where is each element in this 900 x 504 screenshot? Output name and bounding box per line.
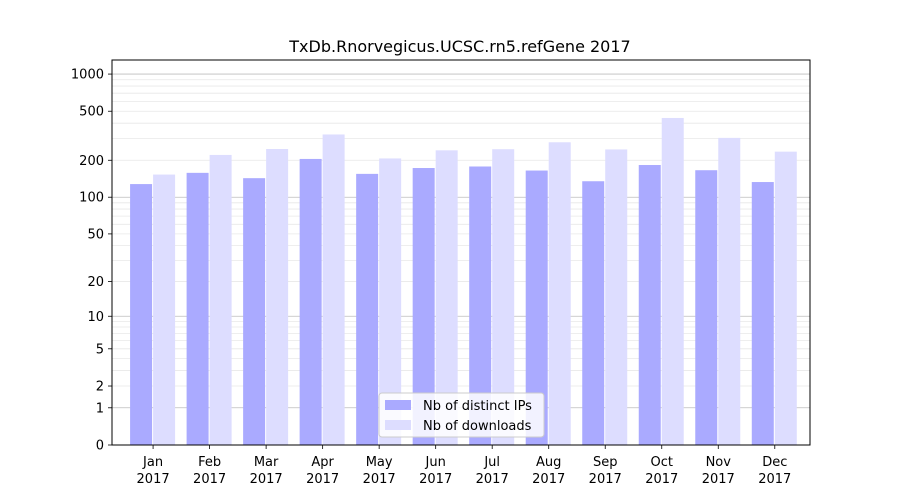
bar-distinct-ips bbox=[695, 170, 718, 445]
y-tick-label: 20 bbox=[87, 275, 104, 290]
y-tick-label: 50 bbox=[87, 227, 104, 242]
y-tick-label: 200 bbox=[79, 154, 104, 169]
axes: Jan2017Feb2017Mar2017Apr2017May2017Jun20… bbox=[71, 59, 811, 487]
bar-downloads bbox=[435, 150, 458, 445]
bar-distinct-ips bbox=[412, 168, 435, 445]
x-tick-label-month: May bbox=[366, 455, 393, 470]
bar-downloads bbox=[209, 154, 232, 445]
x-tick-label-year: 2017 bbox=[250, 472, 283, 487]
x-tick-label-month: Sep bbox=[593, 455, 618, 470]
bar-distinct-ips bbox=[469, 166, 492, 446]
x-tick-label-month: Nov bbox=[706, 455, 732, 470]
x-tick-label-year: 2017 bbox=[306, 472, 339, 487]
x-tick-label-month: Feb bbox=[198, 455, 221, 470]
plot-frame bbox=[111, 59, 811, 446]
legend-swatch bbox=[385, 400, 411, 410]
bar-downloads bbox=[492, 149, 515, 446]
y-tick-label: 0 bbox=[96, 439, 104, 454]
bar-downloads bbox=[774, 151, 797, 445]
bar-downloads bbox=[266, 148, 289, 445]
x-tick-label-month: Dec bbox=[762, 455, 787, 470]
x-tick-label-month: Apr bbox=[311, 455, 334, 470]
x-tick-label-year: 2017 bbox=[193, 472, 226, 487]
legend-swatch bbox=[385, 420, 411, 430]
bar-downloads bbox=[322, 134, 345, 445]
x-tick-label-year: 2017 bbox=[363, 472, 396, 487]
bar-downloads bbox=[661, 117, 684, 445]
bar-downloads bbox=[379, 158, 402, 445]
bar-downloads bbox=[548, 142, 571, 445]
x-tick-label-month: Mar bbox=[254, 455, 279, 470]
y-tick-label: 100 bbox=[79, 191, 104, 206]
x-tick-label-month: Jul bbox=[483, 455, 500, 470]
chart-title: TxDb.Rnorvegicus.UCSC.rn5.refGene 2017 bbox=[288, 37, 630, 56]
y-tick-label: 500 bbox=[79, 105, 104, 120]
bar-distinct-ips bbox=[186, 172, 209, 445]
bar-downloads bbox=[605, 149, 628, 445]
bars bbox=[130, 117, 797, 446]
bar-distinct-ips bbox=[525, 170, 548, 445]
legend: Nb of distinct IPs Nb of downloads bbox=[378, 392, 545, 438]
bar-distinct-ips bbox=[243, 178, 266, 445]
y-tick-label: 1000 bbox=[71, 68, 104, 83]
bar-distinct-ips bbox=[356, 173, 379, 445]
bar-distinct-ips bbox=[582, 181, 605, 445]
x-tick-label-month: Oct bbox=[651, 455, 673, 470]
x-tick-label-year: 2017 bbox=[419, 472, 452, 487]
y-tick-label: 10 bbox=[87, 310, 104, 325]
x-tick-label-month: Jan bbox=[142, 455, 163, 470]
legend-label: Nb of downloads bbox=[423, 419, 532, 434]
legend-label: Nb of distinct IPs bbox=[423, 399, 532, 414]
x-tick-label-year: 2017 bbox=[645, 472, 678, 487]
legend-box bbox=[378, 392, 545, 438]
x-tick-label-month: Aug bbox=[536, 455, 561, 470]
bar-distinct-ips bbox=[130, 184, 153, 445]
bar-downloads bbox=[153, 174, 176, 446]
x-tick-label-year: 2017 bbox=[532, 472, 565, 487]
x-tick-label-year: 2017 bbox=[589, 472, 622, 487]
x-tick-label-year: 2017 bbox=[702, 472, 735, 487]
x-tick-label-year: 2017 bbox=[137, 472, 170, 487]
x-tick-label-month: Jun bbox=[425, 455, 446, 470]
x-tick-label-year: 2017 bbox=[758, 472, 791, 487]
bar-downloads bbox=[718, 137, 741, 446]
x-tick-label-year: 2017 bbox=[476, 472, 509, 487]
bar-distinct-ips bbox=[751, 182, 774, 445]
y-tick-label: 1 bbox=[96, 401, 104, 416]
bar-distinct-ips bbox=[638, 165, 661, 445]
y-tick-label: 5 bbox=[96, 342, 104, 357]
bar-distinct-ips bbox=[299, 158, 322, 445]
y-tick-label: 2 bbox=[96, 380, 104, 395]
